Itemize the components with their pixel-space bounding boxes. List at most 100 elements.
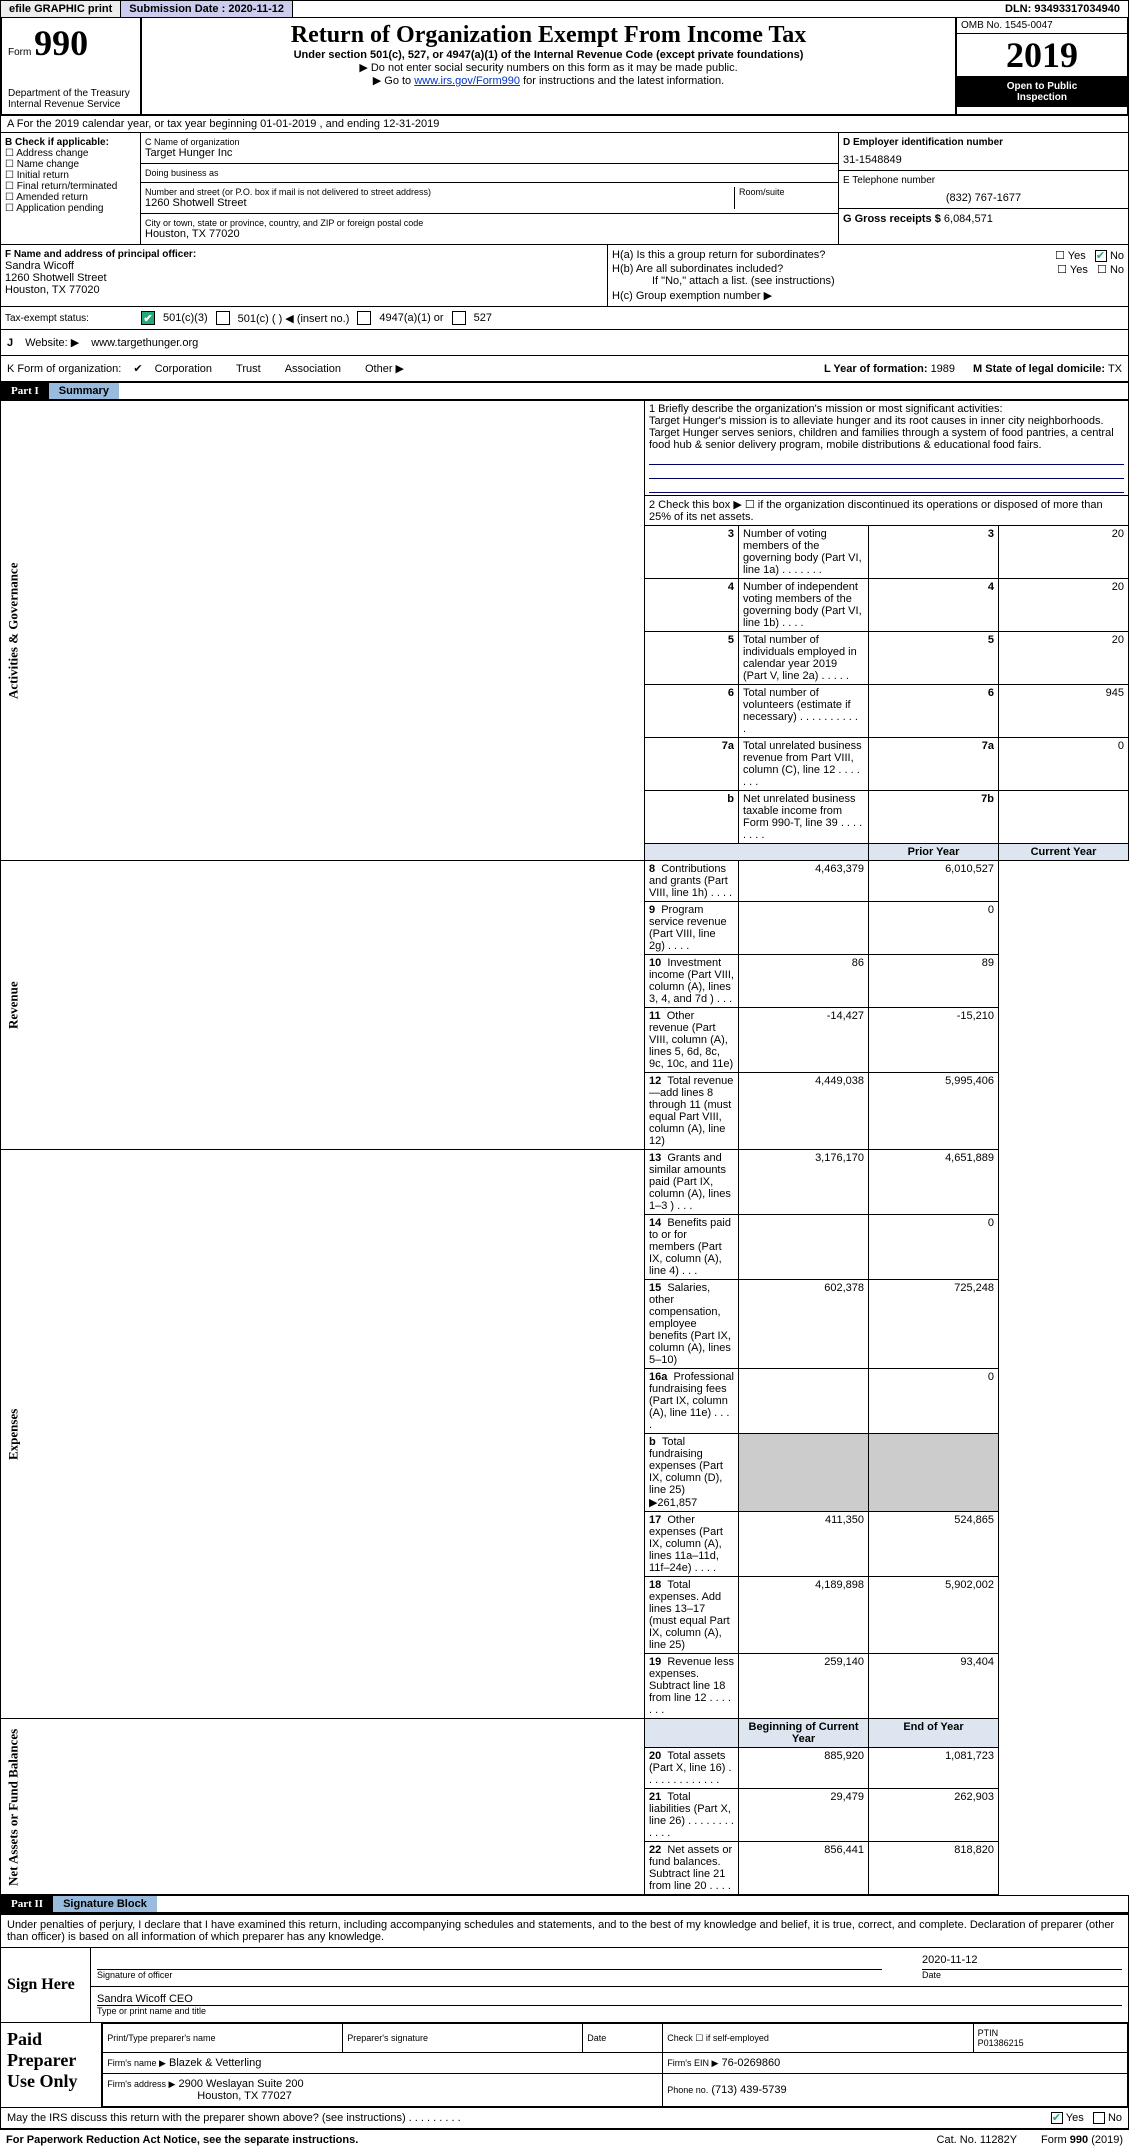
efile-print-button[interactable]: efile GRAPHIC print — [1, 1, 121, 17]
h-a: H(a) Is this a group return for subordin… — [612, 249, 1124, 261]
m-label: M State of legal domicile: — [973, 363, 1105, 375]
box-e: E Telephone number (832) 767-1677 — [839, 171, 1128, 209]
form-header-center: Return of Organization Exempt From Incom… — [142, 18, 957, 114]
box-b-label: B Check if applicable: — [5, 137, 136, 148]
check-name-change[interactable]: ☐ Name change — [5, 159, 136, 170]
gross-label: G Gross receipts $ — [843, 213, 941, 225]
org-name-row: C Name of organization Target Hunger Inc — [141, 133, 838, 164]
discuss-yes-check[interactable] — [1051, 2112, 1063, 2124]
sig-officer-label: Signature of officer — [97, 1970, 882, 1980]
vlabel-activities: Activities & Governance — [1, 401, 645, 861]
part-ii-num: Part II — [1, 1896, 53, 1912]
h-c: H(c) Group exemption number ▶ — [612, 289, 1124, 302]
box-c: C Name of organization Target Hunger Inc… — [141, 133, 838, 244]
submission-date-value: 2020-11-12 — [228, 3, 284, 15]
officer-street: 1260 Shotwell Street — [5, 272, 603, 284]
check-501c[interactable] — [216, 311, 230, 325]
form-header-left: Form 990 Department of the Treasury Inte… — [2, 18, 142, 114]
vlabel-expenses: Expenses — [1, 1150, 645, 1719]
box-klm: K Form of organization: ✔Corporation Tru… — [0, 356, 1129, 382]
website-label: Website: ▶ — [25, 336, 79, 349]
box-f: F Name and address of principal officer:… — [1, 245, 608, 306]
tax-exempt-label: Tax-exempt status: — [5, 313, 133, 324]
vlabel-netassets: Net Assets or Fund Balances — [1, 1719, 645, 1895]
check-527[interactable] — [452, 311, 466, 325]
signature-block: Under penalties of perjury, I declare th… — [0, 1913, 1129, 2023]
firm-phone: (713) 439-5739 — [711, 2084, 786, 2096]
org-name: Target Hunger Inc — [145, 147, 834, 159]
ein-label: D Employer identification number — [843, 137, 1124, 148]
discuss-text: May the IRS discuss this return with the… — [7, 2112, 461, 2124]
officer-city: Houston, TX 77020 — [5, 284, 603, 296]
dba-label: Doing business as — [145, 168, 219, 178]
part-ii-header: Part II Signature Block — [0, 1895, 1129, 1913]
form-title: Return of Organization Exempt From Incom… — [148, 22, 949, 49]
form-header-right: OMB No. 1545-0047 2019 Open to Public In… — [957, 18, 1127, 114]
box-deg: D Employer identification number 31-1548… — [838, 133, 1128, 244]
paid-h2: Preparer's signature — [343, 2024, 583, 2053]
dln-value: 93493317034940 — [1034, 3, 1120, 15]
box-j: J Website: ▶ www.targethunger.org — [0, 330, 1129, 356]
officer-name: Sandra Wicoff — [5, 260, 603, 272]
firm-addr-label: Firm's address ▶ — [107, 2079, 175, 2089]
ptin-value: P01386215 — [978, 2038, 1123, 2048]
box-h: H(a) Is this a group return for subordin… — [608, 245, 1128, 306]
sig-officer-row: Signature of officer 2020-11-12 Date — [91, 1948, 1128, 1987]
j-label: J — [7, 337, 13, 349]
paid-table: Print/Type preparer's name Preparer's si… — [102, 2023, 1128, 2107]
m-value: TX — [1108, 363, 1122, 375]
check-initial-return[interactable]: ☐ Initial return — [5, 170, 136, 181]
footer: For Paperwork Reduction Act Notice, see … — [0, 2129, 1129, 2150]
paid-preparer-block: Paid Preparer Use Only Print/Type prepar… — [0, 2023, 1129, 2108]
box-b: B Check if applicable: ☐ Address change … — [1, 133, 141, 244]
phone-value: (832) 767-1677 — [843, 192, 1124, 204]
dln-label: DLN: — [1005, 3, 1031, 15]
form-word: Form — [8, 47, 31, 58]
check-address-change[interactable]: ☐ Address change — [5, 148, 136, 159]
footer-right: Form 990 (2019) — [1041, 2134, 1123, 2146]
sig-name-row: Sandra Wicoff CEO Type or print name and… — [91, 1987, 1128, 2022]
paid-h3: Date — [583, 2024, 663, 2053]
discuss-no-check[interactable] — [1093, 2112, 1105, 2124]
dba-row: Doing business as — [141, 164, 838, 183]
part-i-num: Part I — [1, 383, 49, 399]
street-label: Number and street (or P.O. box if mail i… — [145, 187, 734, 197]
firm-addr2: Houston, TX 77027 — [197, 2090, 292, 2102]
blank-line — [649, 451, 1124, 465]
check-4947[interactable] — [357, 311, 371, 325]
l-label: L Year of formation: — [824, 363, 928, 375]
room-label: Room/suite — [734, 187, 834, 209]
box-d: D Employer identification number 31-1548… — [839, 133, 1128, 171]
street-value: 1260 Shotwell Street — [145, 197, 734, 209]
top-bar: efile GRAPHIC print Submission Date : 20… — [0, 0, 1129, 18]
na-header: Net Assets or Fund Balances Beginning of… — [1, 1719, 1129, 1748]
section-fh: F Name and address of principal officer:… — [0, 245, 1129, 307]
part-i-header: Part I Summary — [0, 382, 1129, 400]
check-final-return[interactable]: ☐ Final return/terminated — [5, 181, 136, 192]
h-b: H(b) Are all subordinates included? ☐ Ye… — [612, 263, 1124, 275]
sig-name-label: Type or print name and title — [97, 2006, 1122, 2016]
street-row: Number and street (or P.O. box if mail i… — [141, 183, 838, 214]
summary-table: Activities & Governance 1 Briefly descri… — [0, 400, 1129, 1895]
paid-h1: Print/Type preparer's name — [103, 2024, 343, 2053]
phone-label: E Telephone number — [843, 175, 1124, 186]
firm-phone-label: Phone no. — [667, 2085, 708, 2095]
check-corporation[interactable]: ✔ — [133, 362, 142, 375]
check-application-pending[interactable]: ☐ Application pending — [5, 203, 136, 214]
blank-line — [649, 479, 1124, 493]
box-g: G Gross receipts $ 6,084,571 — [839, 209, 1128, 229]
dept-label: Department of the Treasury Internal Reve… — [8, 88, 134, 110]
open-to-public: Open to Public Inspection — [957, 77, 1127, 107]
ein-value: 31-1548849 — [843, 154, 1124, 166]
sub3-post: for instructions and the latest informat… — [523, 75, 724, 87]
ha-no-check[interactable] — [1095, 250, 1107, 262]
sign-here-label: Sign Here — [1, 1948, 91, 2022]
paid-selfemp[interactable]: Check ☐ if self-employed — [667, 2033, 769, 2043]
city-row: City or town, state or province, country… — [141, 214, 838, 244]
firm-addr1: 2900 Weslayan Suite 200 — [179, 2078, 304, 2090]
submission-date: Submission Date : 2020-11-12 — [121, 1, 293, 17]
instructions-link[interactable]: www.irs.gov/Form990 — [414, 75, 520, 87]
section-bcdefg: B Check if applicable: ☐ Address change … — [0, 133, 1129, 245]
check-amended-return[interactable]: ☐ Amended return — [5, 192, 136, 203]
check-501c3[interactable]: ✔ — [141, 311, 155, 325]
